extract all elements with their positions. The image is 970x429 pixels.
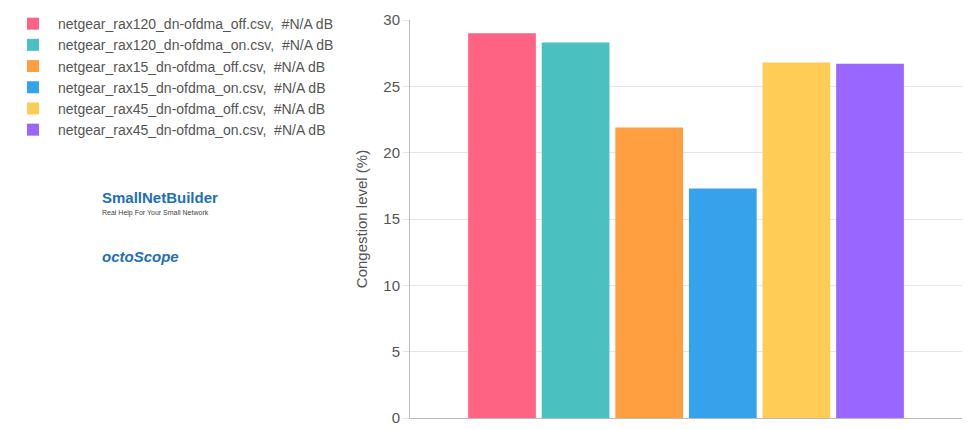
svg-text:Congestion level (%): Congestion level (%): [353, 150, 370, 288]
svg-text:10: 10: [383, 277, 400, 294]
svg-text:25: 25: [383, 78, 400, 95]
svg-text:netgear_rax120_dn-ofdma_off.cs: netgear_rax120_dn-ofdma_off.csv, #N/A dB: [58, 16, 333, 32]
svg-text:SmallNetBuilder: SmallNetBuilder: [102, 189, 218, 206]
svg-text:5: 5: [392, 343, 400, 360]
svg-text:netgear_rax15_dn-ofdma_on.csv,: netgear_rax15_dn-ofdma_on.csv, #N/A dB: [58, 80, 325, 96]
svg-text:20: 20: [383, 144, 400, 161]
svg-text:0: 0: [392, 409, 400, 426]
svg-text:netgear_rax45_dn-ofdma_on.csv,: netgear_rax45_dn-ofdma_on.csv, #N/A dB: [58, 122, 325, 138]
svg-text:netgear_rax15_dn-ofdma_off.csv: netgear_rax15_dn-ofdma_off.csv, #N/A dB: [58, 59, 325, 75]
svg-text:Real Help For Your Small Netwo: Real Help For Your Small Network: [102, 209, 209, 217]
svg-text:15: 15: [383, 210, 400, 227]
svg-text:netgear_rax45_dn-ofdma_off.csv: netgear_rax45_dn-ofdma_off.csv, #N/A dB: [58, 101, 325, 117]
svg-text:netgear_rax120_dn-ofdma_on.csv: netgear_rax120_dn-ofdma_on.csv, #N/A dB: [58, 37, 333, 53]
svg-text:30: 30: [383, 11, 400, 28]
svg-text:octoScope: octoScope: [102, 248, 179, 265]
